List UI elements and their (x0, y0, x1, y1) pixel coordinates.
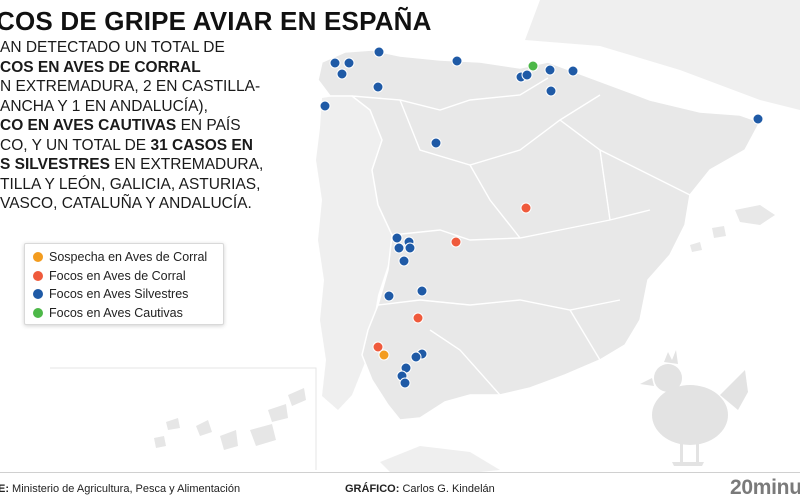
legend-dot-blue (33, 289, 43, 300)
point-wild-bird (383, 290, 395, 302)
summary-line: TILLA Y LEÓN, GALICIA, ASTURIAS, (0, 175, 261, 193)
legend-dot-orange (33, 252, 43, 263)
summary-bold: S SILVESTRES (0, 156, 110, 173)
summary-bold: COS EN AVES DE CORRAL (0, 58, 201, 76)
point-wild-bird (410, 351, 422, 363)
point-wild-bird (336, 68, 348, 80)
point-suspected (378, 349, 390, 361)
map-legend: Sospecha en Aves de Corral Focos en Aves… (24, 243, 224, 325)
source-text: Ministerio de Agricultura, Pesca y Alime… (9, 483, 241, 495)
point-wild-bird (430, 137, 442, 149)
summary-bold: CO EN AVES CAUTIVAS (0, 117, 177, 134)
page-title: COS DE GRIPE AVIAR EN ESPAÑA (0, 6, 432, 36)
point-wild-bird (398, 255, 410, 267)
balearic-islands (690, 205, 775, 252)
inset-frame (50, 367, 317, 470)
legend-label: Sospecha en Aves de Corral (49, 250, 208, 265)
point-wild-bird (399, 377, 411, 389)
point-wild-bird (319, 100, 331, 112)
legend-label: Focos en Aves Cautivas (49, 305, 183, 320)
point-wild-bird (544, 64, 556, 76)
point-poultry (450, 236, 462, 248)
summary-line: N EXTREMADURA, 2 EN CASTILLA- (0, 78, 261, 95)
summary-line: VASCO, CATALUÑA Y ANDALUCÍA. (0, 195, 252, 212)
point-wild-bird (329, 57, 341, 69)
summary-text-part: EN PAÍS (176, 117, 241, 134)
france-region (525, 0, 800, 110)
point-wild-bird (393, 242, 405, 254)
summary-line: COS EN AVES DE CORRAL (0, 58, 270, 78)
point-wild-bird (373, 46, 385, 58)
hen-icon (640, 350, 748, 466)
canary-islands (154, 388, 306, 450)
point-poultry (412, 312, 424, 324)
point-wild-bird (404, 242, 416, 254)
legend-item-wild: Focos en Aves Silvestres (33, 285, 215, 304)
point-wild-bird (521, 69, 533, 81)
region-borders (351, 77, 691, 396)
summary-line: ANCHA Y 1 EN ANDALUCÍA), (0, 97, 208, 115)
legend-item-suspected: Sospecha en Aves de Corral (33, 248, 215, 267)
credit-label: GRÁFICO: (345, 483, 400, 495)
point-wild-bird (372, 81, 384, 93)
legend-dot-green (33, 307, 43, 318)
summary-text-part: CO, Y UN TOTAL DE (0, 136, 151, 154)
summary-line: AN DETECTADO UN TOTAL DE (0, 39, 225, 56)
credit-text: Carlos G. Kindelán (399, 483, 495, 495)
source-credit: E: Ministerio de Agricultura, Pesca y Al… (0, 483, 240, 495)
summary-text-part: EN EXTREMADURA, (109, 156, 264, 173)
point-poultry (372, 341, 384, 353)
morocco-region (380, 446, 500, 472)
point-captive (527, 60, 539, 72)
point-wild-bird (545, 85, 557, 97)
legend-dot-red (33, 270, 43, 281)
footer: E: Ministerio de Agricultura, Pesca y Al… (0, 472, 800, 501)
portugal-region (316, 92, 392, 410)
point-wild-bird (343, 57, 355, 69)
outbreak-points (319, 46, 764, 389)
source-label: E: (0, 483, 9, 495)
legend-label: Focos en Aves Silvestres (49, 287, 189, 302)
point-wild-bird (416, 285, 428, 297)
graphic-credit: GRÁFICO: Carlos G. Kindelán (345, 483, 495, 495)
legend-label: Focos en Aves de Corral (49, 268, 186, 283)
point-wild-bird (567, 65, 579, 77)
summary-bold: 31 CASOS EN (150, 136, 253, 154)
summary-line: S SILVESTRES EN EXTREMADURA, (0, 155, 270, 175)
point-wild-bird (752, 113, 764, 125)
summary-line: CO EN AVES CAUTIVAS EN PAÍS (0, 116, 270, 136)
point-poultry (520, 202, 532, 214)
point-wild-bird (451, 55, 463, 67)
summary-line: CO, Y UN TOTAL DE 31 CASOS EN (0, 136, 270, 156)
brand-logo: 20minu (730, 476, 800, 499)
summary-text: AN DETECTADO UN TOTAL DE COS EN AVES DE … (0, 38, 270, 214)
point-wild-bird (391, 232, 403, 244)
legend-item-captive: Focos en Aves Cautivas (33, 304, 215, 323)
legend-item-poultry: Focos en Aves de Corral (33, 267, 215, 286)
